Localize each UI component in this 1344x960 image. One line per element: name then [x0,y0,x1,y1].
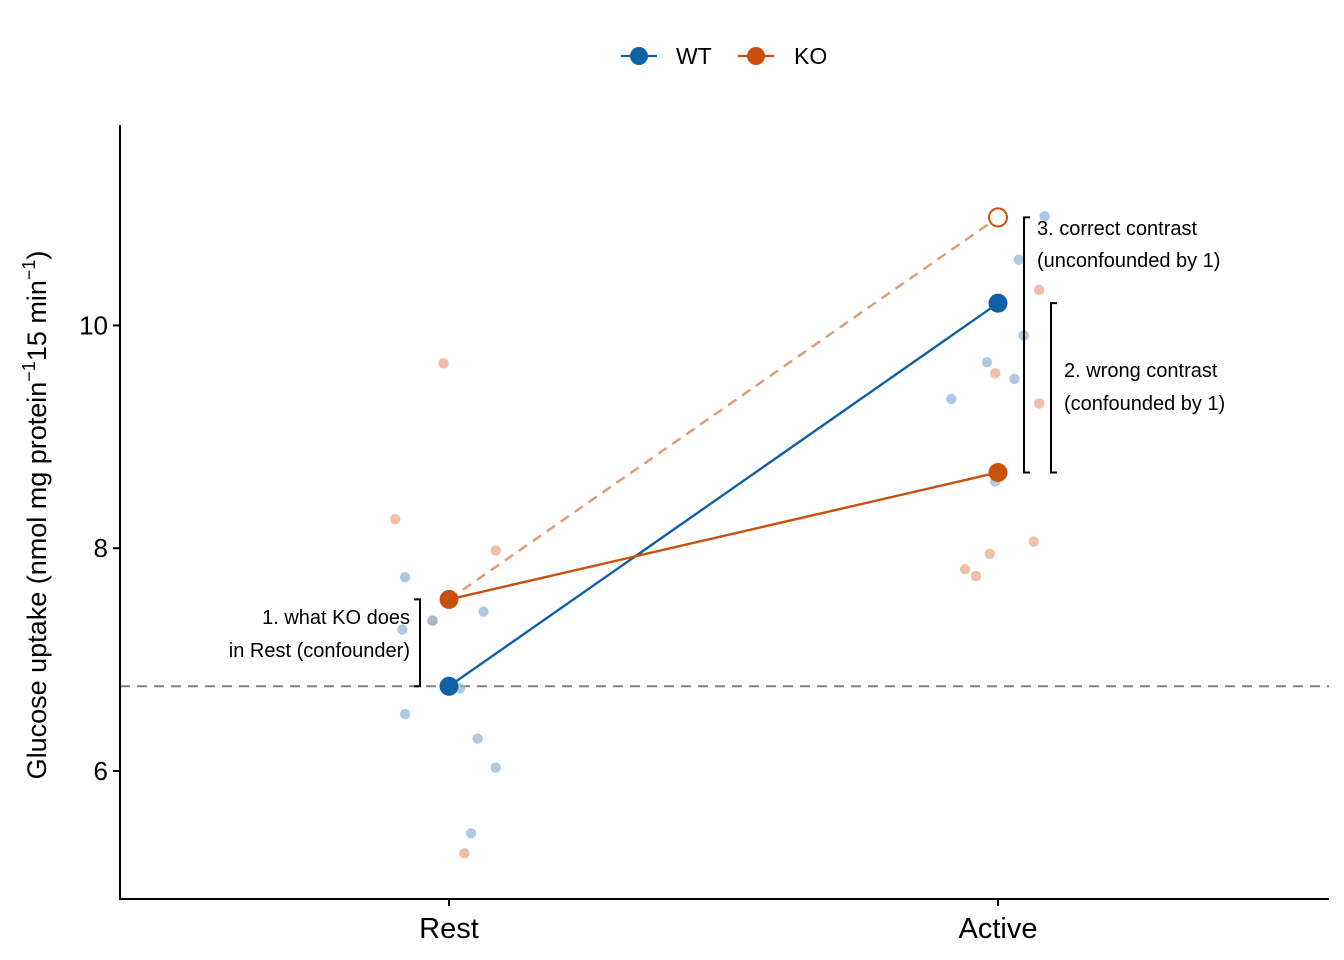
mean-points-layer [439,207,1008,696]
legend-ko-marker [747,47,765,65]
raw-point-ko-5 [990,368,1001,379]
raw-point-wt-5 [478,606,489,617]
legend: WT KO [621,43,827,69]
ko-mean-rest [439,589,459,609]
legend-wt-label: WT [676,43,712,69]
ticks-layer: 6 8 10 Rest Active [79,310,1037,945]
wt-mean-line [448,302,999,688]
bracket-a1 [414,598,421,688]
y-tick-label-10: 10 [79,310,108,340]
raw-point-ko-7 [1033,398,1045,409]
raw-point-ko-9 [959,564,971,575]
x-tick-label-active: Active [959,913,1038,945]
raw-points-layer [389,211,1050,859]
raw-point-ko-2 [438,358,449,369]
annotation-a3-line1: 3. correct contrast [1037,218,1198,240]
annotation-a1-line1: 1. what KO does [262,607,410,629]
raw-point-wt-2 [427,615,438,626]
raw-point-ko-10 [970,570,982,582]
wt-mean-rest [439,676,459,696]
bracket-a2 [1050,302,1057,474]
bracket-a3 [1023,216,1030,474]
raw-point-ko-11 [1028,536,1039,547]
raw-point-wt-9 [946,393,957,405]
annotation-a2-line2: (confounded by 1) [1064,393,1225,415]
raw-point-wt-7 [490,762,501,773]
y-axis-title-end: ) [22,251,52,260]
y-tick-label-8: 8 [94,533,108,563]
ko-mean-active [988,462,1008,482]
y-axis-title-mid: 15 min [22,280,52,361]
raw-point-wt-8 [465,828,477,839]
ko-mean-line [448,471,999,601]
annotation-a1-line2: in Rest (confounder) [229,640,410,662]
raw-point-wt-6 [472,733,483,744]
annotation-a2-line1: 2. wrong contrast [1064,360,1218,382]
annotation-a3-line2: (unconfounded by 1) [1037,250,1220,272]
raw-point-wt-13 [1013,254,1025,265]
y-axis-title-sup2: −1 [19,260,39,281]
y-axis-title-sup1: −1 [19,361,39,382]
raw-point-wt-1 [397,624,408,635]
legend-wt-marker [630,47,648,65]
raw-point-ko-6 [1033,284,1045,296]
annotations-layer: 1. what KO does in Rest (confounder) 2. wr… [229,216,1225,688]
raw-point-wt-14 [1039,211,1050,222]
y-axis-title: Glucose uptake (nmol mg protein−115 min−… [19,251,52,780]
raw-point-wt-11 [1009,373,1020,385]
raw-point-ko-8 [984,548,995,559]
x-tick-label-rest: Rest [419,913,479,945]
ko-expected-line [448,216,999,601]
raw-point-wt-10 [981,357,993,368]
y-tick-label-6: 6 [94,756,108,786]
legend-ko-label: KO [794,43,827,69]
raw-point-ko-0 [389,514,401,525]
y-axis-title-main: Glucose uptake (nmol mg protein [22,382,52,780]
raw-point-ko-4 [459,848,470,859]
mean-lines-layer [448,216,999,688]
wt-mean-active [988,293,1008,313]
raw-point-wt-0 [399,571,411,583]
ko-expected-mean-active [988,207,1008,228]
raw-point-ko-3 [490,545,501,556]
raw-point-wt-4 [399,708,411,720]
